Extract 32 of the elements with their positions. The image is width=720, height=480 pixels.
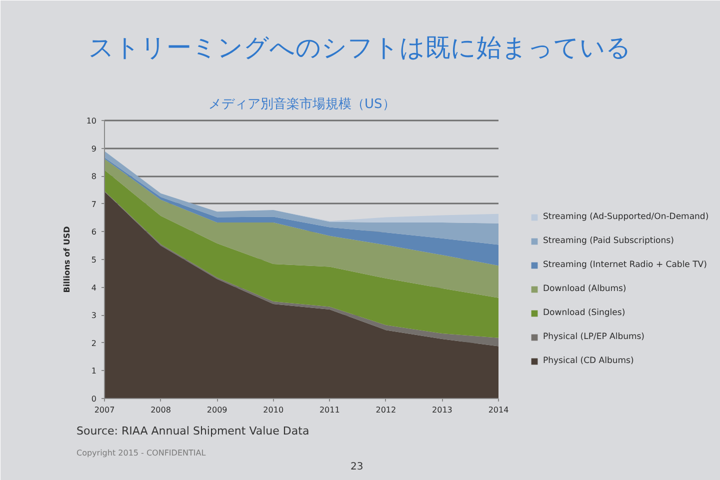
source-note: Source: RIAA Annual Shipment Value Data: [76, 424, 310, 438]
y-tick-label: 9: [91, 144, 97, 154]
legend-label: Streaming (Ad-Supported/On-Demand): [543, 211, 709, 224]
x-tick-label: 2011: [319, 406, 340, 414]
y-tick-label: 0: [91, 394, 97, 404]
x-tick-label: 2012: [376, 406, 396, 414]
legend-label: Streaming (Internet Radio + Cable TV): [543, 259, 707, 272]
y-tick-label: 2: [91, 338, 97, 348]
legend-label: Physical (CD Albums): [543, 355, 634, 368]
x-tick-label: 2009: [206, 406, 228, 414]
legend-label: Download (Singles): [543, 307, 626, 320]
y-tick-label: 8: [91, 172, 97, 182]
y-tick-label: 10: [86, 116, 97, 126]
chart-subtitle: メディア別音楽市場規模（US）: [208, 97, 396, 112]
y-tick-label: 5: [91, 256, 97, 264]
x-tick-label: 2008: [150, 406, 171, 414]
legend-label: Download (Albums): [543, 283, 626, 296]
y-tick-label: 4: [91, 283, 97, 292]
legend-label: Streaming (Paid Subscriptions): [543, 235, 674, 248]
x-tick-label: 2013: [432, 406, 452, 414]
y-axis-title: Billions of USD: [62, 226, 72, 293]
x-tick-label: 2014: [488, 406, 509, 414]
chart-title: ストリーミングへのシフトは既に始まっている: [88, 33, 632, 62]
x-tick-label: 2007: [94, 406, 115, 414]
y-tick-label: 7: [91, 200, 97, 209]
y-tick-label: 3: [91, 311, 97, 320]
y-tick-label: 6: [91, 228, 97, 237]
x-tick-label: 2010: [263, 406, 284, 414]
text: Copyright 2015 - CONFIDENTIAL: [76, 448, 206, 458]
y-tick-label: 1: [91, 366, 97, 376]
text: 23: [350, 462, 364, 472]
legend-label: Physical (LP/EP Albums): [543, 331, 645, 344]
